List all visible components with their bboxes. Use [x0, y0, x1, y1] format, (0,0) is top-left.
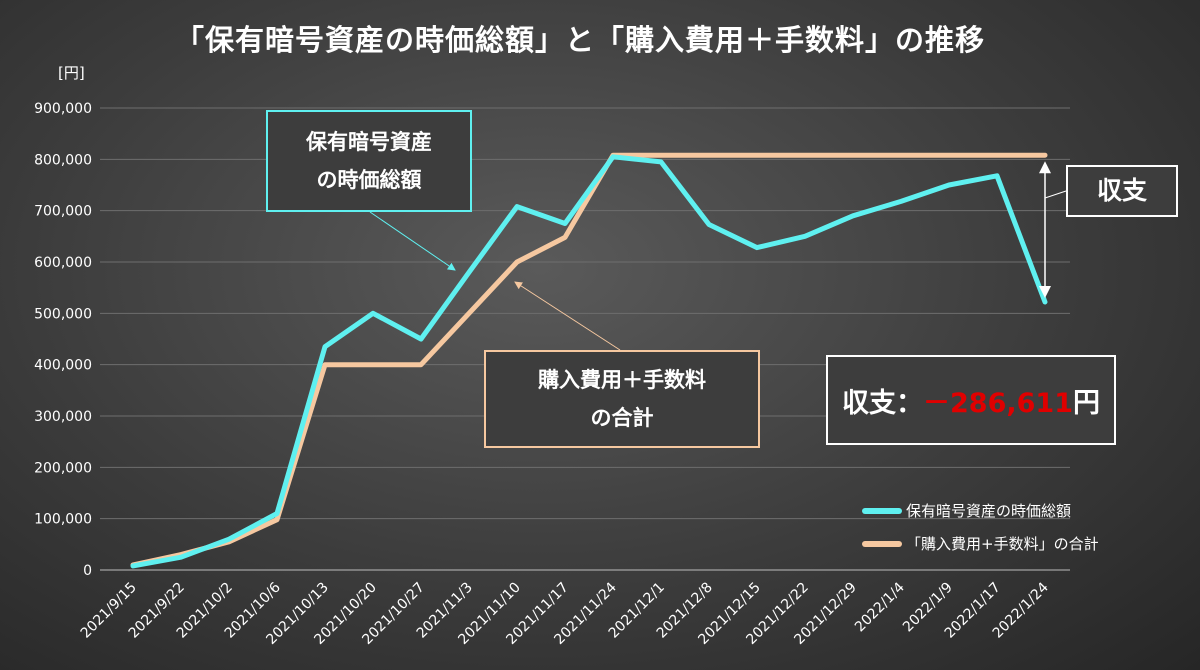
y-tick-label: 400,000 — [34, 358, 92, 374]
y-axis-unit: [円] — [58, 64, 85, 82]
balance-unit: 円 — [1072, 387, 1100, 419]
callout-market-value: 保有暗号資産 の時価総額 — [266, 110, 472, 212]
y-axis-ticks: 0 100,000 200,000 300,000 400,000 500,000 600,… — [34, 101, 92, 579]
pointer-cost — [514, 281, 621, 351]
annotations — [369, 161, 1067, 351]
legend-label-cost: 「購入費用+手数料」の合計 — [906, 535, 1099, 553]
y-tick-label: 700,000 — [34, 204, 92, 220]
callout-diff: 収支 — [1066, 165, 1178, 217]
callout-market-value-line1: 保有暗号資産 — [306, 130, 432, 154]
legend-swatch-cost — [862, 540, 902, 547]
y-tick-label: 900,000 — [34, 101, 92, 117]
y-tick-label: 800,000 — [34, 152, 92, 168]
diff-callout-connector — [1044, 190, 1067, 199]
balance-box: 収支： －286,611 円 — [826, 355, 1116, 445]
callout-cost-line1: 購入費用＋手数料 — [538, 368, 706, 392]
y-tick-label: 300,000 — [34, 409, 92, 425]
y-tick-label: 200,000 — [34, 460, 92, 476]
diff-arrow-head-bottom — [1039, 286, 1051, 299]
y-tick-label: 500,000 — [34, 306, 92, 322]
balance-value: －286,611 — [923, 387, 1073, 419]
x-tick-label: 2022/1/4 — [852, 579, 908, 635]
pointer-market-value — [369, 211, 456, 271]
y-tick-label: 100,000 — [34, 512, 92, 528]
y-tick-label: 600,000 — [34, 255, 92, 271]
callout-market-value-line2: の時価総額 — [316, 168, 422, 192]
series-lines — [130, 152, 1048, 569]
series-line-market-value — [130, 154, 1048, 569]
x-axis-ticks: 2021/9/152021/9/222021/10/22021/10/62021… — [78, 579, 1052, 647]
legend-label-market-value: 保有暗号資産の時価総額 — [906, 502, 1072, 520]
legend-swatch-market-value — [862, 507, 902, 514]
chart-title: 「保有暗号資産の時価総額」と「購入費用＋手数料」の推移 — [175, 23, 985, 57]
balance-label: 収支： — [842, 387, 923, 419]
callout-cost-line2: の合計 — [590, 406, 654, 430]
legend-item-market-value: 保有暗号資産の時価総額 — [862, 500, 1071, 521]
callout-cost: 購入費用＋手数料 の合計 — [484, 350, 760, 448]
callout-diff-label: 収支 — [1096, 176, 1147, 205]
y-tick-label: 0 — [83, 563, 92, 579]
diff-arrow-head-top — [1039, 161, 1051, 174]
legend-item-cost: 「購入費用+手数料」の合計 — [862, 533, 1099, 554]
